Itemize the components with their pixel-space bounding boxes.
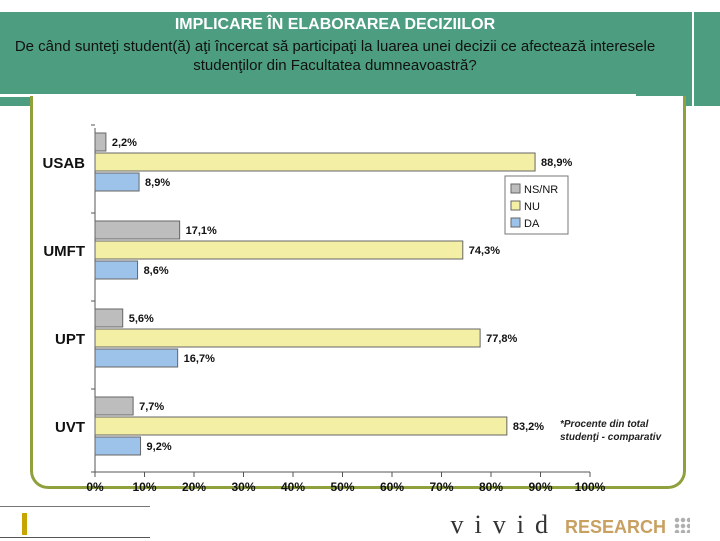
brand-logo: vivid RESEARCH <box>451 510 690 540</box>
bar <box>94 416 508 436</box>
bar <box>94 348 179 368</box>
x-tick-label: 0% <box>86 480 104 494</box>
legend-swatch <box>510 217 521 228</box>
header-divider <box>0 94 636 97</box>
footer-box <box>0 506 150 541</box>
x-tick-label: 60% <box>380 480 404 494</box>
bar <box>94 132 107 152</box>
category-label: USAB <box>42 155 85 172</box>
bar-value-label: 83,2% <box>513 421 544 433</box>
footer-accent-bar <box>22 513 27 535</box>
x-tick-label: 40% <box>281 480 305 494</box>
bar <box>94 260 139 280</box>
header-side-block <box>692 12 720 106</box>
legend-swatch <box>510 183 521 194</box>
x-tick-label: 100% <box>575 480 606 494</box>
brand-name: vivid <box>450 510 559 539</box>
bar <box>94 436 142 456</box>
legend-label: DA <box>524 218 540 230</box>
bar <box>94 220 181 240</box>
x-tick-label: 10% <box>132 480 156 494</box>
legend-label: NU <box>524 201 540 213</box>
category-label: UPT <box>55 331 85 348</box>
bar-value-label: 16,7% <box>184 353 215 365</box>
x-tick-label: 30% <box>231 480 255 494</box>
bar-value-label: 8,6% <box>144 265 169 277</box>
bar-value-label: 74,3% <box>469 245 500 257</box>
category-label: UMFT <box>43 243 85 260</box>
bar-chart: 0% 10% 20% 30% 40% 50% 60% 70% 80% 90% 100% USAB 2,2… <box>42 124 663 494</box>
chart-note: *Procente din total studenţi - comparativ <box>560 419 663 443</box>
bar-value-label: 9,2% <box>147 441 172 453</box>
legend-label: NS/NR <box>524 184 558 196</box>
category-label: UVT <box>55 419 85 436</box>
bar-value-label: 8,9% <box>145 177 170 189</box>
bar-value-label: 88,9% <box>541 157 572 169</box>
bar-value-label: 7,7% <box>139 401 164 413</box>
brand-dots-icon <box>674 517 690 533</box>
bar-value-label: 5,6% <box>129 313 154 325</box>
bar <box>94 172 140 192</box>
bar-value-label: 77,8% <box>486 333 517 345</box>
slide-title: IMPLICARE ÎN ELABORAREA DECIZIILOR <box>174 16 496 33</box>
x-tick-label: 50% <box>330 480 354 494</box>
bar <box>94 396 134 416</box>
slide-header: IMPLICARE ÎN ELABORAREA DECIZIILOR De câ… <box>0 12 720 106</box>
bar <box>94 328 481 348</box>
x-tick-label: 20% <box>182 480 206 494</box>
bar-value-label: 2,2% <box>112 137 137 149</box>
bar <box>94 308 124 328</box>
bar <box>94 240 464 260</box>
footer-line <box>0 537 150 538</box>
bar-value-label: 17,1% <box>186 225 217 237</box>
bar <box>94 152 536 172</box>
x-tick-label: 70% <box>429 480 453 494</box>
x-tick-label: 90% <box>528 480 552 494</box>
survey-question: De când sunteţi student(ă) aţi încercat … <box>14 38 656 74</box>
x-tick-label: 80% <box>479 480 503 494</box>
brand-subtitle: RESEARCH <box>564 517 666 537</box>
legend-swatch <box>510 200 521 211</box>
